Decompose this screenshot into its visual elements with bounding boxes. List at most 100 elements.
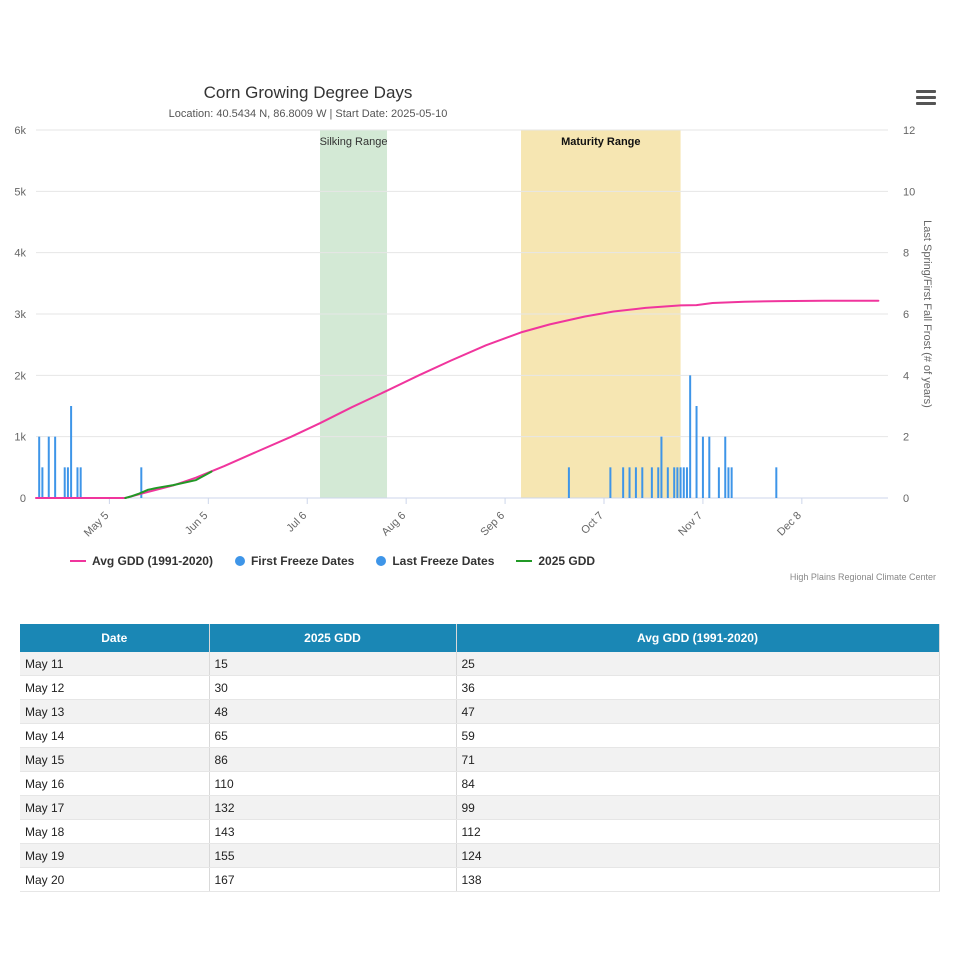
chart-canvas: Corn Growing Degree Days Location: 40.543… xyxy=(14,83,933,540)
legend-item-first-freeze[interactable]: First Freeze Dates xyxy=(234,554,355,568)
last-freeze-bar xyxy=(79,467,82,498)
cell-2025-gdd: 155 xyxy=(209,843,457,868)
y-right-axis-title: Last Spring/First Fall Frost (# of years… xyxy=(921,220,933,408)
y-right-tick-label: 4 xyxy=(903,370,909,382)
first-freeze-bar xyxy=(730,467,733,498)
hamburger-menu-icon xyxy=(916,90,936,93)
cell-date: May 16 xyxy=(20,771,210,796)
y-left-tick-label: 4k xyxy=(14,248,26,260)
x-tick-label: Jun 5 xyxy=(183,510,211,538)
cell-2025-gdd: 15 xyxy=(209,652,457,676)
column-header-avg-gdd[interactable]: Avg GDD (1991-2020) xyxy=(456,624,940,652)
chart-menu-button[interactable] xyxy=(914,88,938,108)
cell-avg-gdd: 124 xyxy=(456,843,940,868)
cell-avg-gdd: 59 xyxy=(456,723,940,748)
chart-subtitle: Location: 40.5434 N, 86.8009 W | Start D… xyxy=(169,108,448,120)
column-header-date[interactable]: Date xyxy=(20,624,210,652)
y-left-tick-label: 2k xyxy=(14,370,26,382)
last-freeze-bar xyxy=(66,467,69,498)
cell-avg-gdd: 36 xyxy=(456,675,940,700)
y-right-tick-label: 12 xyxy=(903,125,915,137)
cell-date: May 13 xyxy=(20,699,210,724)
table-row: May 16 110 84 xyxy=(20,771,940,796)
x-tick-label: Dec 8 xyxy=(775,510,804,539)
first-freeze-bar xyxy=(634,467,637,498)
y-left-tick-label: 0 xyxy=(20,493,26,505)
x-tick-label: Oct 7 xyxy=(579,510,606,537)
cell-2025-gdd: 143 xyxy=(209,819,457,844)
cell-date: May 11 xyxy=(20,652,210,676)
x-tick-label: Jul 6 xyxy=(284,510,309,535)
first-freeze-bar xyxy=(679,467,682,498)
legend-line-2025-icon xyxy=(516,560,533,562)
first-freeze-bar xyxy=(660,436,663,498)
table-row: May 15 86 71 xyxy=(20,747,940,772)
x-tick-label: Aug 6 xyxy=(379,510,408,539)
last-freeze-bar xyxy=(140,467,143,498)
legend-label: Last Freeze Dates xyxy=(392,554,495,568)
first-freeze-bar xyxy=(701,436,704,498)
cell-avg-gdd: 112 xyxy=(456,819,940,844)
chart-legend: Avg GDD (1991-2020) First Freeze Dates L… xyxy=(70,551,595,571)
y-right-tick-label: 2 xyxy=(903,432,909,444)
y-right-tick-label: 6 xyxy=(903,309,909,321)
table-row: May 14 65 59 xyxy=(20,723,940,748)
first-freeze-bar xyxy=(685,467,688,498)
table-row: May 13 48 47 xyxy=(20,699,940,724)
legend-label: Avg GDD (1991-2020) xyxy=(92,554,213,568)
first-freeze-bar xyxy=(650,467,653,498)
cell-date: May 19 xyxy=(20,843,210,868)
cell-2025-gdd: 86 xyxy=(209,747,457,772)
first-freeze-bar xyxy=(676,467,679,498)
y-left-tick-label: 6k xyxy=(14,125,26,137)
last-freeze-bar xyxy=(63,467,66,498)
first-freeze-bar xyxy=(689,375,692,498)
first-freeze-bar xyxy=(724,436,727,498)
first-freeze-bar xyxy=(708,436,711,498)
x-tick-label: Sep 6 xyxy=(478,510,507,539)
x-tick-label: Nov 7 xyxy=(676,510,705,539)
cell-avg-gdd: 71 xyxy=(456,747,940,772)
legend-item-2025-gdd[interactable]: 2025 GDD xyxy=(516,554,595,568)
table-row: May 17 132 99 xyxy=(20,795,940,820)
table-row: May 20 167 138 xyxy=(20,867,940,892)
cell-avg-gdd: 138 xyxy=(456,867,940,892)
legend-label: 2025 GDD xyxy=(538,554,596,568)
cell-avg-gdd: 84 xyxy=(456,771,940,796)
cell-date: May 15 xyxy=(20,747,210,772)
x-tick-label: May 5 xyxy=(82,510,112,540)
cell-date: May 17 xyxy=(20,795,210,820)
cell-date: May 14 xyxy=(20,723,210,748)
chart-title: Corn Growing Degree Days xyxy=(204,83,413,102)
cell-2025-gdd: 110 xyxy=(209,771,457,796)
last-freeze-bar xyxy=(54,436,57,498)
first-freeze-bar xyxy=(609,467,612,498)
cell-2025-gdd: 132 xyxy=(209,795,457,820)
table-header-row: Date 2025 GDD Avg GDD (1991-2020) xyxy=(20,624,940,652)
legend-item-avg-gdd[interactable]: Avg GDD (1991-2020) xyxy=(70,554,213,568)
first-freeze-bar xyxy=(695,406,698,498)
y-right-tick-label: 10 xyxy=(903,186,915,198)
cell-date: May 12 xyxy=(20,675,210,700)
first-freeze-bar xyxy=(682,467,685,498)
hamburger-menu-icon-line xyxy=(916,102,936,105)
table-row: May 12 30 36 xyxy=(20,675,940,700)
legend-label: First Freeze Dates xyxy=(250,554,355,568)
cell-avg-gdd: 99 xyxy=(456,795,940,820)
legend-dot-last-freeze-icon xyxy=(376,556,387,566)
y-right-tick-label: 0 xyxy=(903,493,909,505)
chart-credits[interactable]: High Plains Regional Climate Center xyxy=(789,572,936,582)
cell-2025-gdd: 167 xyxy=(209,867,457,892)
table-row: May 18 143 112 xyxy=(20,819,940,844)
table-row: May 11 15 25 xyxy=(20,652,940,676)
column-header-2025-gdd[interactable]: 2025 GDD xyxy=(209,624,457,652)
cell-2025-gdd: 65 xyxy=(209,723,457,748)
cell-2025-gdd: 48 xyxy=(209,699,457,724)
y-left-tick-label: 5k xyxy=(14,186,26,198)
cell-date: May 18 xyxy=(20,819,210,844)
cell-2025-gdd: 30 xyxy=(209,675,457,700)
table-row: May 19 155 124 xyxy=(20,843,940,868)
legend-item-last-freeze[interactable]: Last Freeze Dates xyxy=(376,554,494,568)
first-freeze-bar xyxy=(775,467,778,498)
last-freeze-bar xyxy=(70,406,73,498)
